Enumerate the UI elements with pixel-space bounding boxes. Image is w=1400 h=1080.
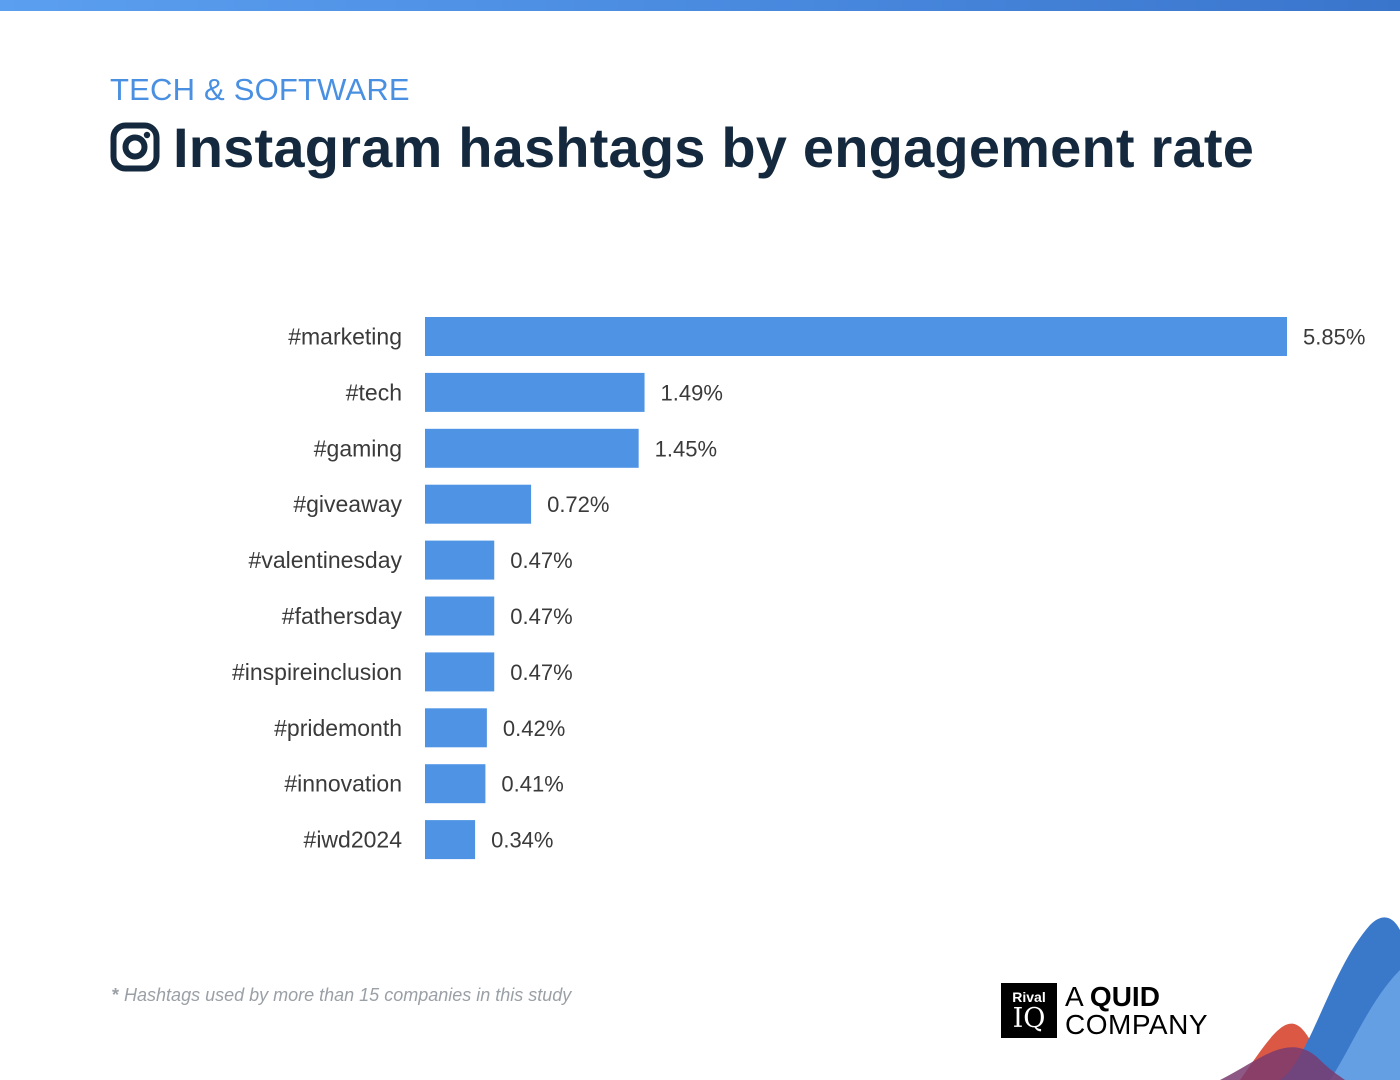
category-label: #pridemonth xyxy=(274,715,402,741)
bar xyxy=(425,820,476,860)
category-label: #valentinesday xyxy=(249,547,403,573)
decorative-waves xyxy=(1220,917,1400,1080)
value-label: 0.42% xyxy=(503,716,565,741)
footnote-text: Hashtags used by more than 15 companies … xyxy=(124,985,572,1005)
category-label: #tech xyxy=(346,379,402,405)
top-accent-bar xyxy=(0,0,1400,11)
bar xyxy=(425,484,532,524)
page-title: Instagram hashtags by engagement rate xyxy=(173,115,1255,179)
brand-line2: COMPANY xyxy=(1065,1008,1208,1040)
quid-company-text: A QUID COMPANY xyxy=(1065,980,1208,1040)
logo-iq-text: IQ xyxy=(1012,1002,1046,1034)
footnote-star: * xyxy=(112,985,120,1005)
value-label: 1.49% xyxy=(661,380,723,405)
category-label: #marketing xyxy=(288,324,402,350)
value-label: 0.47% xyxy=(510,660,572,685)
bar xyxy=(425,708,487,748)
value-label: 0.41% xyxy=(501,772,563,797)
value-label: 0.47% xyxy=(510,548,572,573)
value-label: 1.45% xyxy=(655,436,717,461)
category-label: #inspireinclusion xyxy=(232,659,402,685)
value-label: 0.72% xyxy=(547,492,609,517)
category-label: #innovation xyxy=(284,771,402,797)
bar xyxy=(425,372,645,412)
value-label: 0.34% xyxy=(491,828,553,853)
category-label: #gaming xyxy=(314,435,402,461)
bar xyxy=(425,596,495,636)
value-label: 5.85% xyxy=(1303,325,1365,350)
title-row: Instagram hashtags by engagement rate xyxy=(110,112,1254,182)
value-label: 0.47% xyxy=(510,604,572,629)
instagram-icon xyxy=(110,122,160,172)
bar xyxy=(425,652,495,692)
bar xyxy=(425,764,486,804)
bar xyxy=(425,317,1287,356)
category-label: #fathersday xyxy=(282,603,403,629)
category-label: #giveaway xyxy=(293,491,402,517)
brand-line1-bold: QUID xyxy=(1089,980,1160,1012)
bar xyxy=(425,540,495,580)
footnote: * Hashtags used by more than 15 companie… xyxy=(112,985,571,1006)
category-label: #iwd2024 xyxy=(304,827,403,853)
bar xyxy=(425,428,639,468)
category-label: TECH & SOFTWARE xyxy=(110,72,410,107)
brand-line1-prefix: A xyxy=(1065,980,1090,1012)
brand-logo: Rival IQ A QUID COMPANY xyxy=(1001,980,1208,1040)
rival-iq-logo: Rival IQ xyxy=(1001,983,1057,1038)
logo-rival-text: Rival xyxy=(1012,988,1046,1005)
